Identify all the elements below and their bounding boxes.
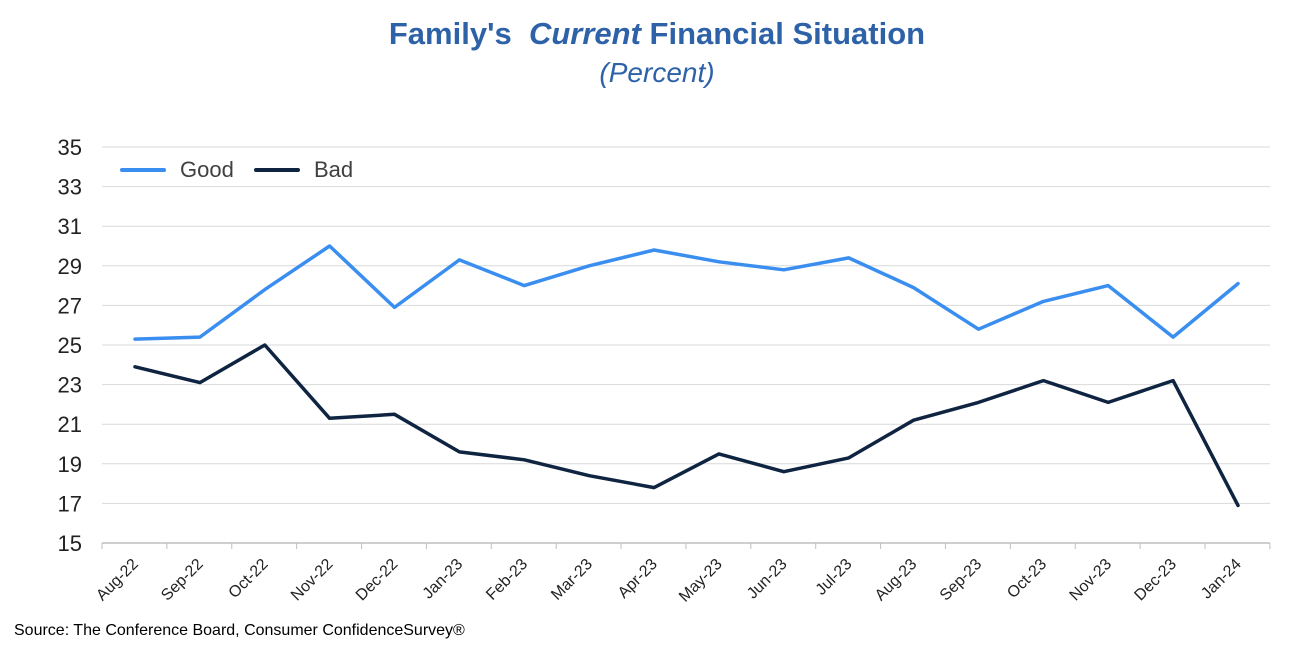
- x-tick-label: Apr-23: [615, 556, 661, 602]
- x-tick-label: May-23: [676, 556, 726, 606]
- y-tick-label: 19: [58, 452, 82, 477]
- y-axis: 15 17 19 21 23 25 27 29 31 33 35: [58, 135, 82, 556]
- y-tick-label: 33: [58, 175, 82, 200]
- x-tick-label: Aug-22: [93, 556, 142, 605]
- y-tick-label: 29: [58, 254, 82, 279]
- chart-subtitle: (Percent): [599, 57, 715, 88]
- y-tick-label: 21: [58, 412, 82, 437]
- x-tick-label: Oct-22: [226, 556, 272, 602]
- x-tick-label: Dec-23: [1131, 556, 1180, 605]
- title-part-3: Financial Situation: [649, 16, 926, 51]
- x-tick-label: Jul-23: [813, 556, 856, 599]
- y-tick-label: 35: [58, 135, 82, 160]
- x-axis: Aug-22 Sep-22 Oct-22 Nov-22 Dec-22 Jan-23 Feb-…: [93, 542, 1271, 606]
- x-tick-label: Nov-22: [288, 556, 337, 605]
- legend: Good Bad: [120, 157, 353, 182]
- y-tick-label: 25: [58, 333, 82, 358]
- y-tick-label: 31: [58, 214, 82, 239]
- legend-label-good: Good: [180, 157, 234, 182]
- y-tick-label: 17: [58, 491, 82, 516]
- x-tick-label: Dec-22: [353, 556, 402, 605]
- x-tick-label: Jan-24: [1198, 556, 1245, 603]
- title-part-1: Family's: [388, 16, 512, 51]
- x-tick-label: Jan-23: [420, 556, 467, 603]
- x-tick-label: Feb-23: [483, 556, 531, 604]
- x-tick-label: Jun-23: [744, 556, 791, 603]
- x-tick-label: Nov-23: [1067, 556, 1116, 605]
- chart-title: Family's Current Financial Situation: [0, 16, 1314, 52]
- series-line-good: [133, 244, 1240, 341]
- series-line-bad: [133, 343, 1240, 508]
- title-part-2-italic: Current: [528, 16, 641, 51]
- x-tick-label: Sep-23: [937, 556, 986, 605]
- source-note: Source: The Conference Board, Consumer C…: [14, 622, 465, 639]
- grid-lines: [102, 146, 1270, 504]
- x-tick-label: Oct-23: [1004, 556, 1050, 602]
- x-tick-label: Sep-22: [158, 556, 207, 605]
- y-tick-label: 15: [58, 531, 82, 556]
- x-tick-label: Aug-23: [872, 556, 921, 605]
- x-tick-label: Mar-23: [548, 556, 596, 604]
- legend-label-bad: Bad: [314, 157, 353, 182]
- y-tick-label: 27: [58, 293, 82, 318]
- y-tick-label: 23: [58, 373, 82, 398]
- series-lines: [133, 244, 1240, 508]
